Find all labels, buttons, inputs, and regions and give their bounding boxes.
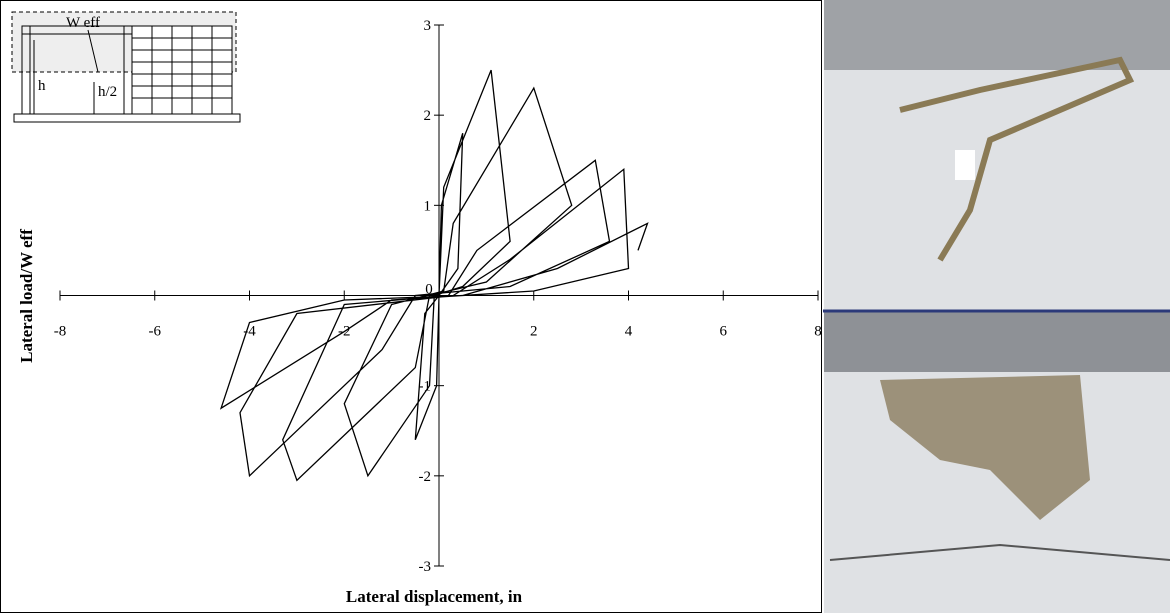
x-tick-label: 2 xyxy=(530,324,538,340)
y-tick-label: -3 xyxy=(419,559,432,575)
y-tick-label: 2 xyxy=(424,108,432,124)
photo-bottom xyxy=(824,312,1170,613)
inset-half-height-label: h/2 xyxy=(98,84,117,100)
x-tick-label: 4 xyxy=(625,324,633,340)
page: W eff h h/2 Lateral displacement, in Lat… xyxy=(0,0,1170,613)
x-axis-title: Lateral displacement, in xyxy=(346,587,523,606)
y-tick-label: 3 xyxy=(424,18,432,34)
inset-width-label: W eff xyxy=(66,15,100,31)
x-tick-label: -6 xyxy=(149,324,162,340)
y-tick-label: 1 xyxy=(424,198,432,214)
inset-height-label: h xyxy=(38,78,46,94)
y-tick-label: -2 xyxy=(419,469,432,485)
photo-top xyxy=(824,0,1170,310)
x-tick-label: -8 xyxy=(54,324,67,340)
x-tick-label: 6 xyxy=(720,324,728,340)
x-tick-label: 8 xyxy=(814,324,822,340)
y-axis-title: Lateral load/W eff xyxy=(17,229,36,363)
